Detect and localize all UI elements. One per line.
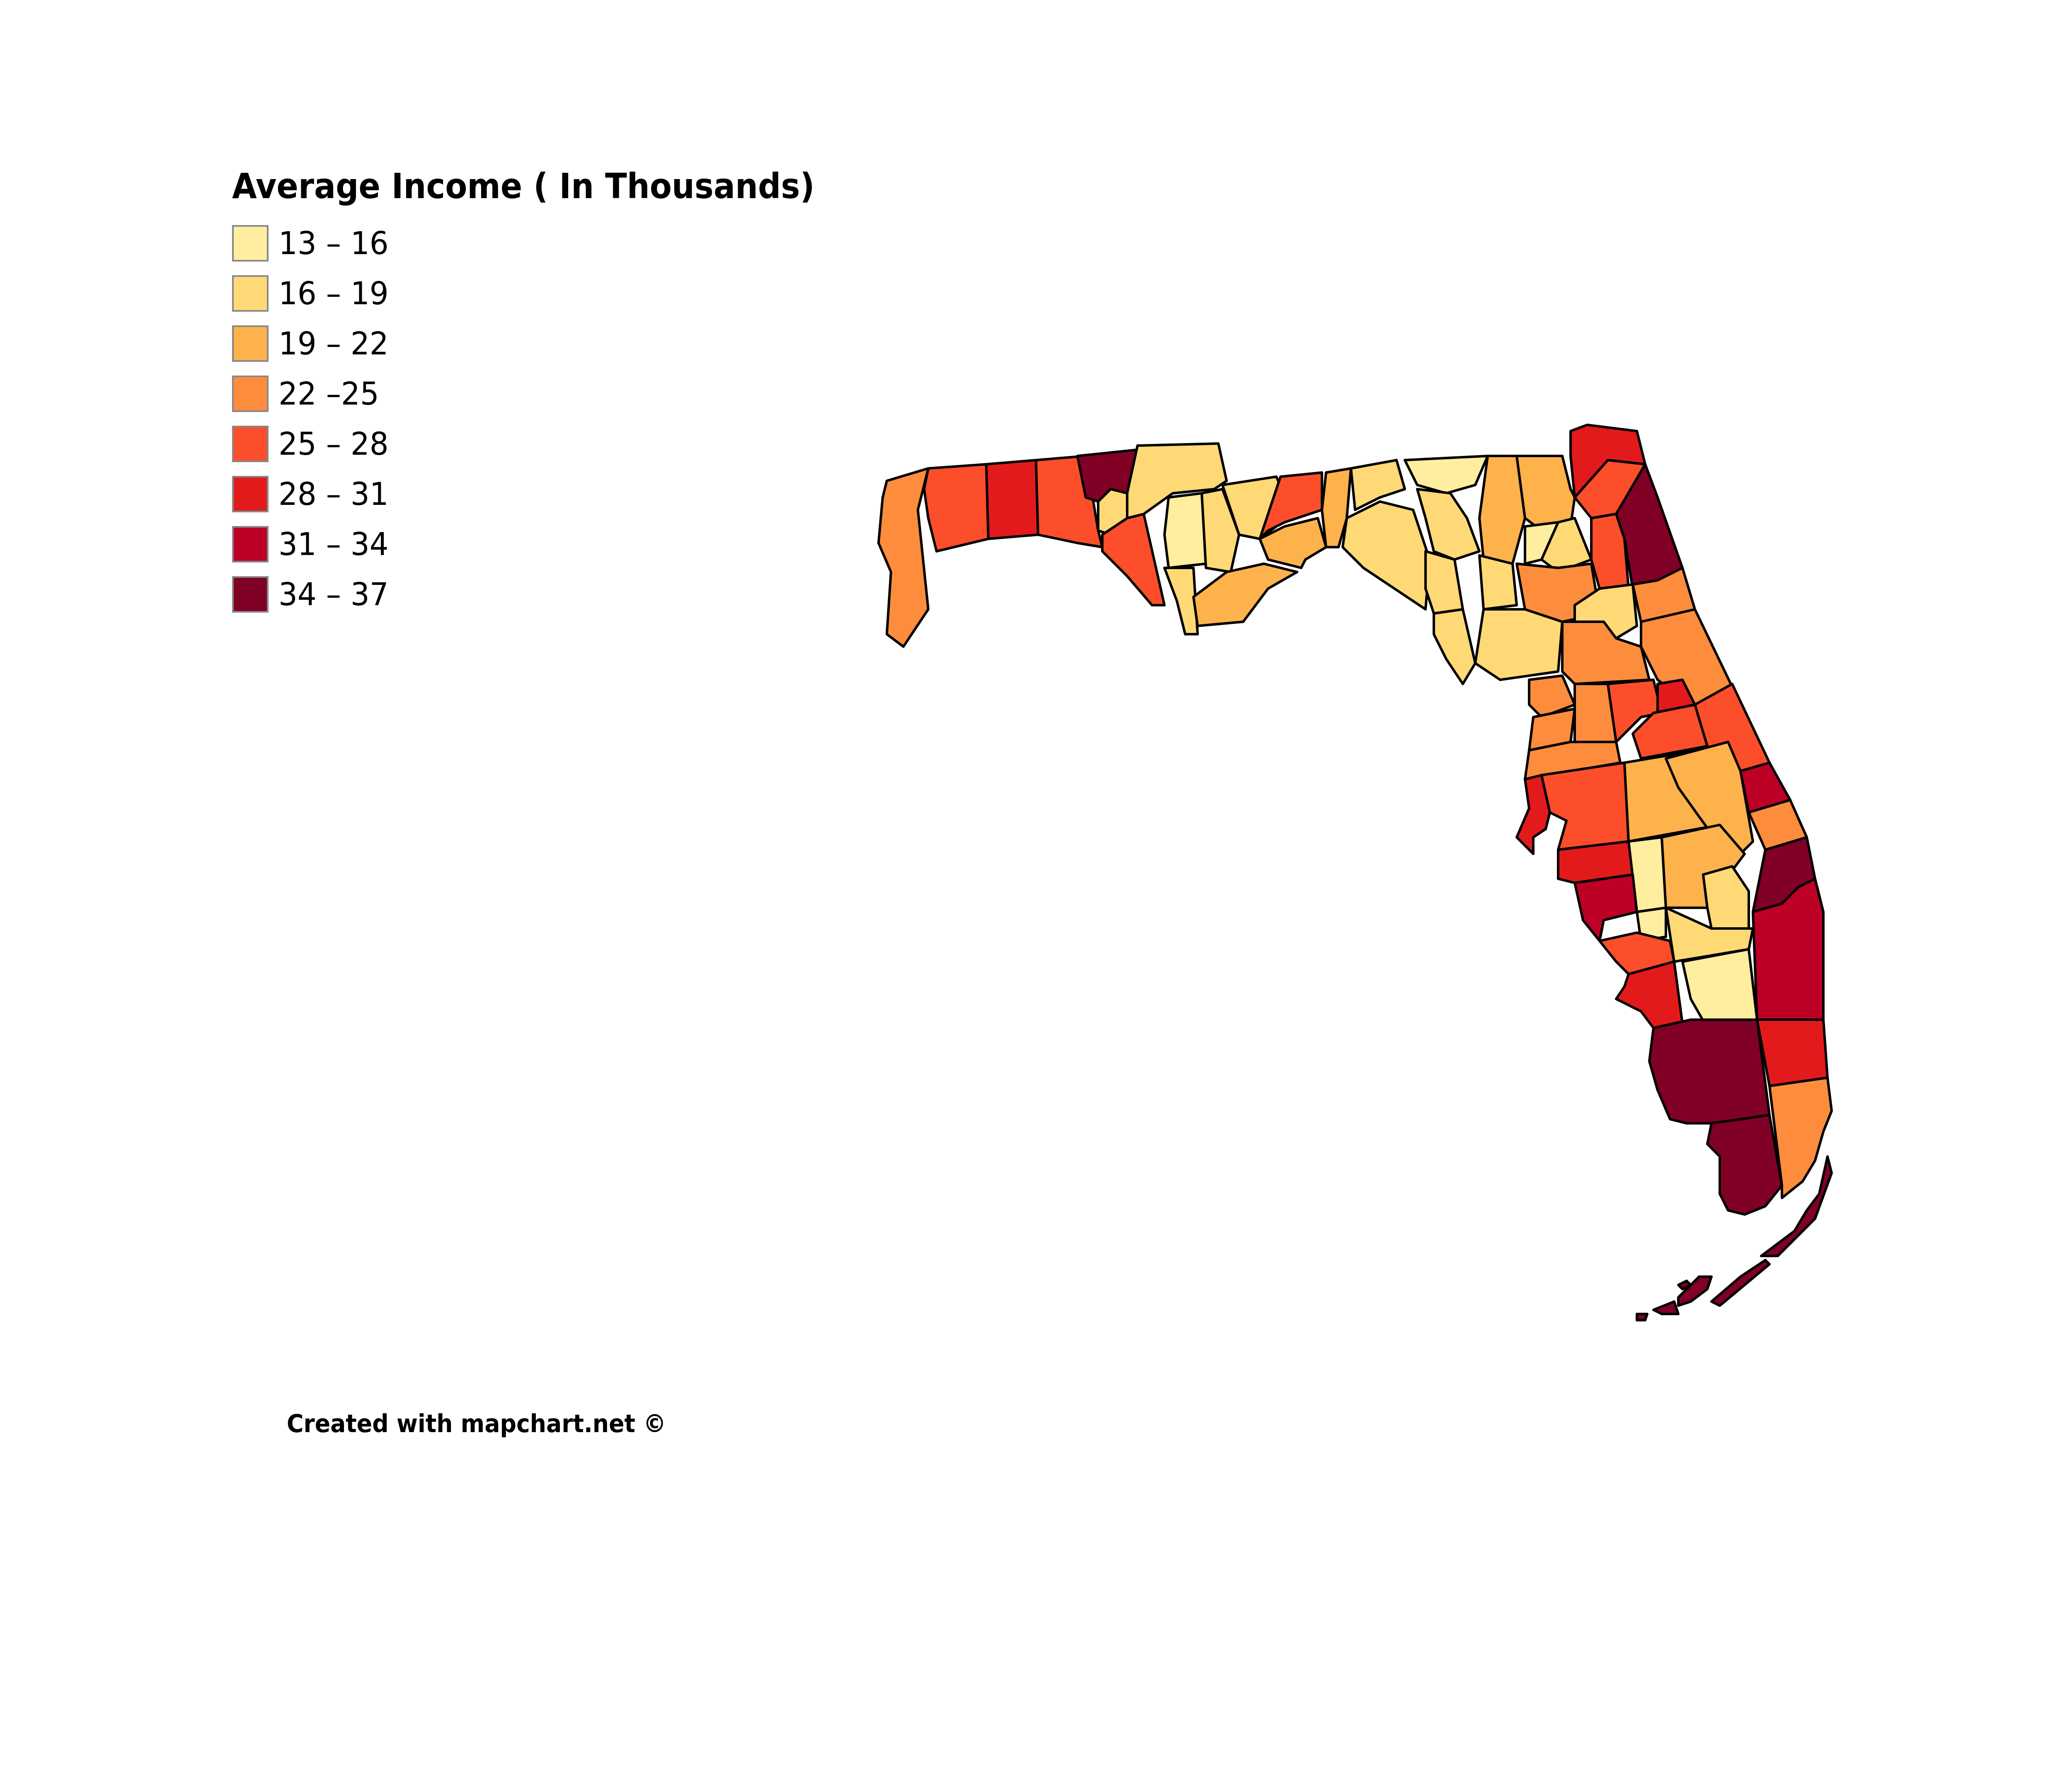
legend-label: 34 – 37: [278, 576, 389, 613]
county-gilchrist[interactable]: [1478, 554, 1518, 611]
map-legend: Average Income ( In Thousands) 13 – 16 1…: [232, 166, 865, 619]
legend-label: 13 – 16: [278, 225, 389, 262]
county-monroe-keys-2[interactable]: [1760, 1155, 1833, 1257]
legend-item[interactable]: 31 – 34: [232, 519, 865, 569]
legend-item[interactable]: 34 – 37: [232, 569, 865, 619]
county-monroe-keys-6[interactable]: [1636, 1313, 1648, 1321]
legend-item[interactable]: 19 – 22: [232, 318, 865, 368]
county-monroe-mainland[interactable]: [1706, 1114, 1783, 1216]
county-madison[interactable]: [1350, 459, 1406, 511]
legend-swatch: [232, 475, 269, 512]
county-marion[interactable]: [1561, 621, 1651, 685]
county-dixie[interactable]: [1433, 608, 1477, 685]
county-collier[interactable]: [1648, 1018, 1771, 1125]
county-hamilton[interactable]: [1404, 455, 1489, 495]
county-bay[interactable]: [1101, 513, 1166, 606]
county-levy[interactable]: [1474, 608, 1564, 681]
county-suwannee[interactable]: [1416, 488, 1481, 561]
legend-swatch: [232, 225, 269, 262]
legend-swatch: [232, 325, 269, 362]
legend-swatch: [232, 526, 269, 562]
county-broward[interactable]: [1756, 1018, 1829, 1087]
legend-item[interactable]: 13 – 16: [232, 218, 865, 268]
legend-label: 31 – 34: [278, 526, 389, 562]
legend-item[interactable]: 22 –25: [232, 368, 865, 419]
county-baker[interactable]: [1515, 455, 1576, 532]
county-hendry[interactable]: [1681, 948, 1758, 1029]
county-okeechobee[interactable]: [1702, 865, 1750, 930]
county-franklin[interactable]: [1192, 562, 1298, 627]
county-desoto[interactable]: [1636, 907, 1667, 942]
county-lee[interactable]: [1615, 960, 1684, 1029]
county-hillsborough[interactable]: [1540, 761, 1630, 851]
legend-item[interactable]: 16 – 19: [232, 268, 865, 318]
county-miami-dade[interactable]: [1768, 1076, 1833, 1199]
county-okaloosa[interactable]: [985, 459, 1039, 540]
legend-item[interactable]: 28 – 31: [232, 469, 865, 519]
legend-label: 25 – 28: [278, 425, 389, 462]
county-sarasota[interactable]: [1573, 873, 1638, 942]
legend-items: 13 – 16 16 – 19 19 – 22 22 –25 25 – 28 2…: [232, 218, 865, 619]
county-taylor[interactable]: [1341, 500, 1431, 611]
credit-text: Created with mapchart.net ©: [287, 1409, 666, 1438]
county-gulf[interactable]: [1163, 567, 1199, 635]
county-pasco[interactable]: [1524, 741, 1622, 781]
legend-item[interactable]: 25 – 28: [232, 419, 865, 469]
county-santa-rosa[interactable]: [923, 463, 990, 553]
county-glades[interactable]: [1665, 907, 1754, 963]
legend-swatch: [232, 576, 269, 613]
legend-title: Average Income ( In Thousands): [232, 166, 815, 206]
legend-label: 16 – 19: [278, 275, 389, 312]
county-calhoun[interactable]: [1163, 492, 1207, 569]
county-orange[interactable]: [1631, 703, 1709, 760]
county-escambia[interactable]: [877, 467, 929, 648]
county-lafayette[interactable]: [1424, 550, 1464, 615]
legend-label: 28 – 31: [278, 475, 389, 512]
legend-label: 19 – 22: [278, 325, 389, 362]
legend-swatch: [232, 375, 269, 412]
legend-swatch: [232, 425, 269, 462]
legend-swatch: [232, 275, 269, 312]
county-monroe-keys-5[interactable]: [1677, 1280, 1692, 1290]
county-wakulla[interactable]: [1259, 517, 1327, 569]
county-jackson[interactable]: [1126, 442, 1228, 519]
county-monroe-keys-1[interactable]: [1710, 1259, 1771, 1307]
legend-label: 22 –25: [278, 375, 379, 412]
county-monroe-keys-4[interactable]: [1652, 1300, 1680, 1315]
county-monroe-keys-3[interactable]: [1677, 1275, 1713, 1307]
